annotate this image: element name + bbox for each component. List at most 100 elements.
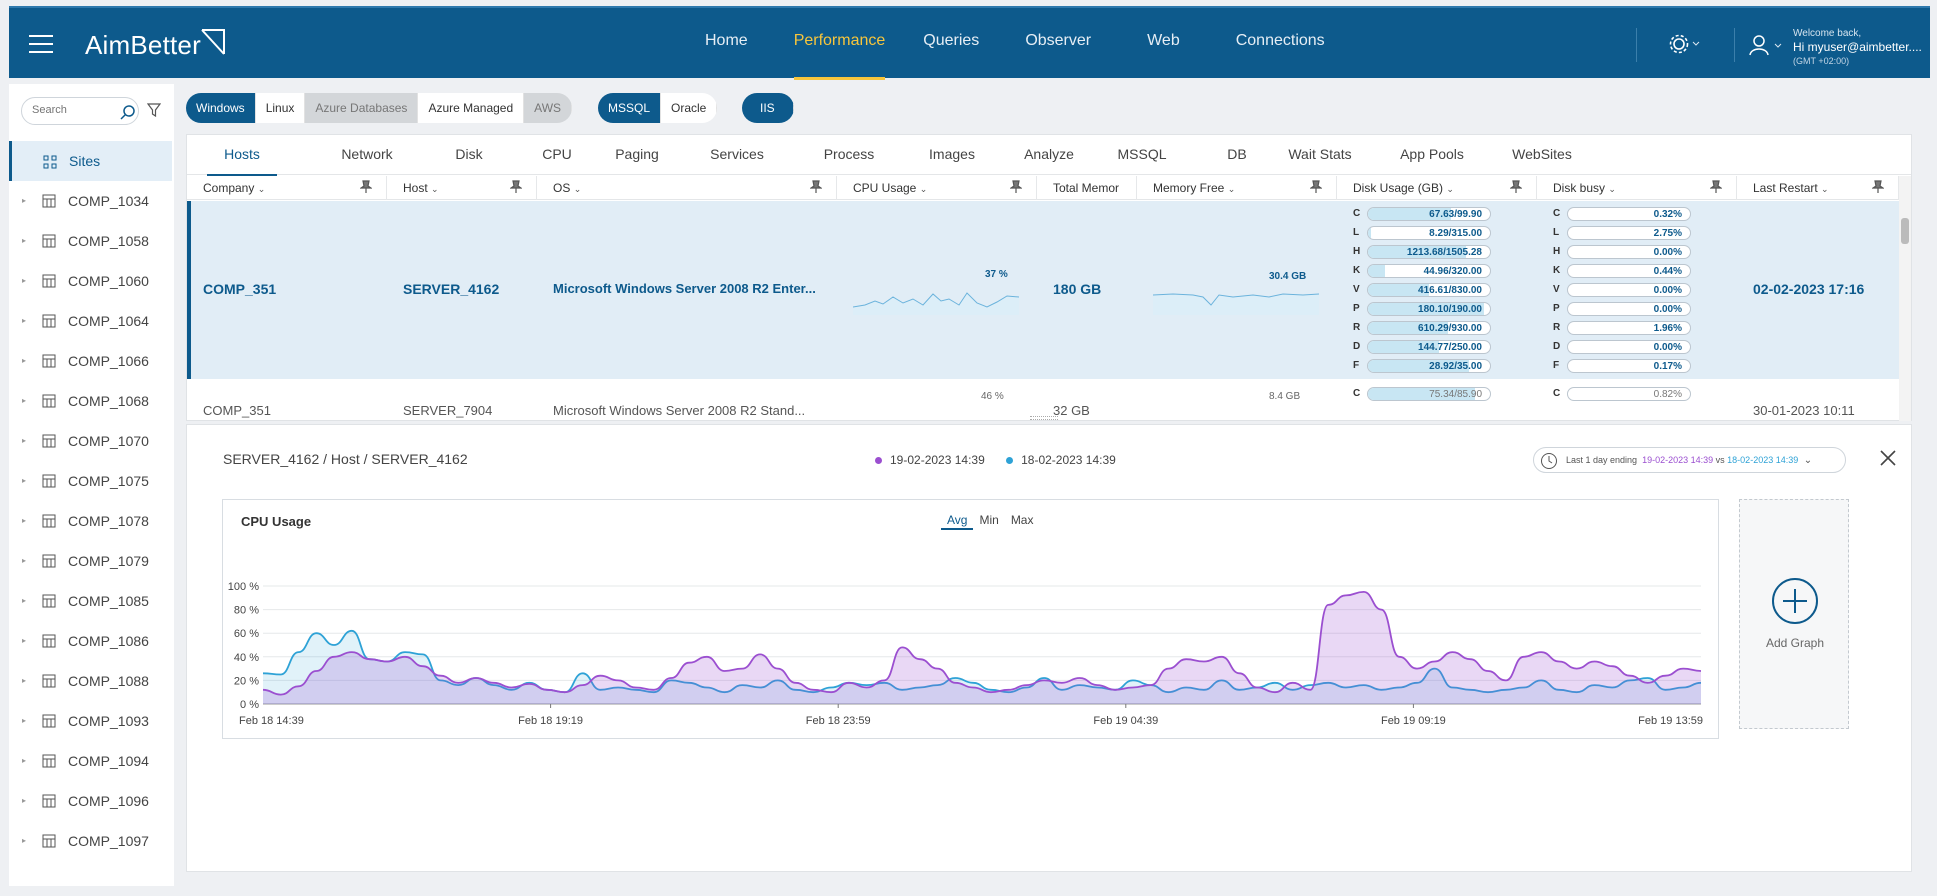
app-logo[interactable]: AimBetter: [85, 30, 201, 60]
filter-chip-iis[interactable]: IIS: [742, 93, 794, 123]
expand-arrow-icon[interactable]: ▸: [22, 556, 27, 565]
sidebar-item-company[interactable]: ▸ COMP_1078: [9, 501, 174, 541]
filter-chip-linux[interactable]: Linux: [255, 93, 306, 123]
tab-disk[interactable]: Disk: [455, 146, 483, 162]
tab-process[interactable]: Process: [823, 146, 875, 162]
tab-hosts[interactable]: Hosts: [207, 135, 277, 176]
pin-icon[interactable]: [810, 180, 822, 194]
table-row[interactable]: COMP_351 SERVER_4162 Microsoft Windows S…: [187, 201, 1899, 379]
sidebar-item-company[interactable]: ▸ COMP_1093: [9, 701, 174, 741]
filter-chip-azure-managed[interactable]: Azure Managed: [418, 93, 525, 123]
pin-icon[interactable]: [1510, 180, 1522, 194]
expand-arrow-icon[interactable]: ▸: [22, 716, 27, 725]
expand-arrow-icon[interactable]: ▸: [22, 196, 27, 205]
column-total-memory[interactable]: Total Memor: [1037, 176, 1137, 200]
sidebar-item-company[interactable]: ▸ COMP_1096: [9, 781, 174, 821]
vertical-scrollbar[interactable]: [1899, 176, 1911, 421]
tab-websites[interactable]: WebSites: [1512, 146, 1572, 162]
expand-arrow-icon[interactable]: ▸: [22, 676, 27, 685]
sidebar-item-company[interactable]: ▸ COMP_1094: [9, 741, 174, 781]
column-os[interactable]: OS ⌄: [537, 176, 837, 200]
expand-arrow-icon[interactable]: ▸: [22, 316, 27, 325]
tab-analyze[interactable]: Analyze: [1024, 146, 1074, 162]
expand-arrow-icon[interactable]: ▸: [22, 356, 27, 365]
nav-item-home[interactable]: Home: [705, 32, 748, 49]
column-cpu-usage[interactable]: CPU Usage ⌄: [837, 176, 1037, 200]
expand-arrow-icon[interactable]: ▸: [22, 396, 27, 405]
tab-network[interactable]: Network: [341, 146, 393, 162]
filter-chip-azure-databases[interactable]: Azure Databases: [305, 93, 419, 123]
pin-icon[interactable]: [360, 180, 372, 194]
tab-cpu[interactable]: CPU: [542, 146, 572, 162]
table-row[interactable]: COMP_351 SERVER_7904 Microsoft Windows S…: [187, 381, 1899, 421]
sidebar-item-sites[interactable]: Sites: [9, 141, 172, 181]
resize-handle[interactable]: [1030, 416, 1058, 420]
agg-tab-avg[interactable]: Avg: [941, 510, 974, 530]
sidebar-item-company[interactable]: ▸ COMP_1058: [9, 221, 174, 261]
search-icon[interactable]: [120, 104, 136, 120]
filter-chip-aws[interactable]: AWS: [524, 93, 573, 123]
sidebar-item-company[interactable]: ▸ COMP_1068: [9, 381, 174, 421]
gear-icon[interactable]: [1669, 34, 1703, 54]
pin-icon[interactable]: [510, 180, 522, 194]
column-company[interactable]: Company ⌄: [187, 176, 387, 200]
tab-paging[interactable]: Paging: [615, 146, 659, 162]
sidebar-item-company[interactable]: ▸ COMP_1060: [9, 261, 174, 301]
filter-icon[interactable]: [147, 103, 161, 117]
expand-arrow-icon[interactable]: ▸: [22, 796, 27, 805]
tab-mssql[interactable]: MSSQL: [1117, 146, 1167, 162]
expand-arrow-icon[interactable]: ▸: [22, 756, 27, 765]
agg-tab-max[interactable]: Max: [1010, 513, 1034, 527]
nav-item-web[interactable]: Web: [1147, 32, 1180, 49]
user-icon[interactable]: [1749, 34, 1785, 56]
host-cell[interactable]: SERVER_4162: [403, 281, 500, 297]
tab-wait-stats[interactable]: Wait Stats: [1288, 146, 1352, 162]
sidebar-item-company[interactable]: ▸ COMP_1088: [9, 661, 174, 701]
sidebar-item-company[interactable]: ▸ COMP_1079: [9, 541, 174, 581]
user-name[interactable]: Hi myuser@aimbetter....: [1793, 40, 1922, 54]
expand-arrow-icon[interactable]: ▸: [22, 236, 27, 245]
sidebar-item-company[interactable]: ▸ COMP_1070: [9, 421, 174, 461]
sidebar-item-company[interactable]: ▸ COMP_1064: [9, 301, 174, 341]
nav-item-performance[interactable]: Performance: [778, 8, 902, 80]
sidebar-item-company[interactable]: ▸ COMP_1066: [9, 341, 174, 381]
search-input[interactable]: [32, 104, 108, 116]
close-icon[interactable]: [1879, 449, 1897, 467]
expand-arrow-icon[interactable]: ▸: [22, 516, 27, 525]
column-last-restart[interactable]: Last Restart ⌄: [1737, 176, 1899, 200]
pin-icon[interactable]: [1710, 180, 1722, 194]
tab-services[interactable]: Services: [710, 146, 764, 162]
menu-icon[interactable]: [29, 35, 53, 53]
sidebar-item-company[interactable]: ▸ COMP_1034: [9, 181, 174, 221]
expand-arrow-icon[interactable]: ▸: [22, 596, 27, 605]
agg-tab-min[interactable]: Min: [979, 513, 999, 527]
tab-app-pools[interactable]: App Pools: [1400, 146, 1464, 162]
column-memory-free[interactable]: Memory Free ⌄: [1137, 176, 1337, 200]
expand-arrow-icon[interactable]: ▸: [22, 636, 27, 645]
nav-item-connections[interactable]: Connections: [1235, 32, 1325, 49]
tab-db[interactable]: DB: [1227, 146, 1247, 162]
filter-chip-mssql[interactable]: MSSQL: [598, 93, 662, 123]
pin-icon[interactable]: [1010, 180, 1022, 194]
nav-item-queries[interactable]: Queries: [923, 32, 980, 49]
sidebar-item-company[interactable]: ▸ COMP_1097: [9, 821, 174, 861]
expand-arrow-icon[interactable]: ▸: [22, 276, 27, 285]
add-graph-button[interactable]: Add Graph: [1739, 499, 1849, 729]
nav-item-observer[interactable]: Observer: [1025, 32, 1092, 49]
tab-images[interactable]: Images: [929, 146, 975, 162]
sidebar-item-company[interactable]: ▸ COMP_1086: [9, 621, 174, 661]
column-host[interactable]: Host ⌄: [387, 176, 537, 200]
expand-arrow-icon[interactable]: ▸: [22, 436, 27, 445]
scroll-thumb[interactable]: [1901, 218, 1909, 244]
column-disk-usage[interactable]: Disk Usage (GB) ⌄: [1337, 176, 1537, 200]
sidebar-item-company[interactable]: ▸ COMP_1075: [9, 461, 174, 501]
column-disk-busy[interactable]: Disk busy ⌄: [1537, 176, 1737, 200]
filter-chip-oracle[interactable]: Oracle: [661, 93, 718, 123]
date-range-picker[interactable]: Last 1 day ending 19-02-2023 14:39 vs 18…: [1533, 447, 1846, 473]
host-cell[interactable]: SERVER_7904: [403, 403, 493, 418]
expand-arrow-icon[interactable]: ▸: [22, 836, 27, 845]
expand-arrow-icon[interactable]: ▸: [22, 476, 27, 485]
pin-icon[interactable]: [1310, 180, 1322, 194]
filter-chip-windows[interactable]: Windows: [186, 93, 256, 123]
pin-icon[interactable]: [1872, 180, 1884, 194]
